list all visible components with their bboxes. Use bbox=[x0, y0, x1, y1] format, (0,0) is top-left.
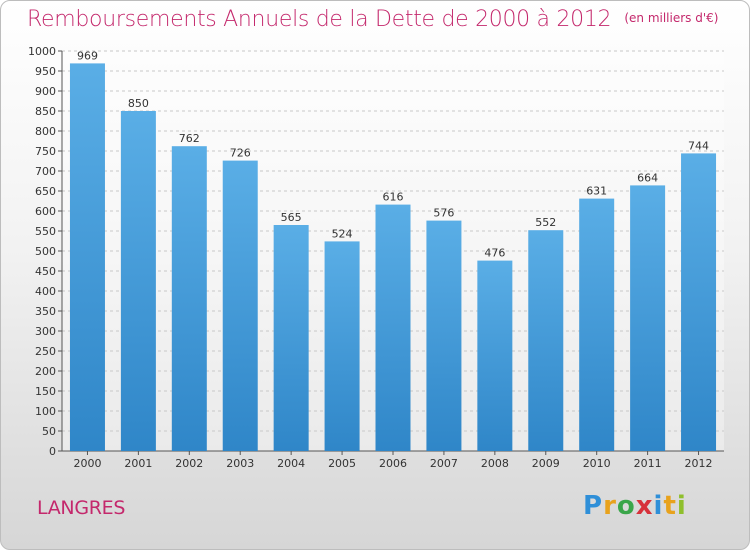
data-label: 850 bbox=[128, 97, 149, 110]
x-tick-label: 2012 bbox=[685, 457, 713, 470]
y-tick-label: 800 bbox=[35, 125, 56, 138]
y-tick-label: 500 bbox=[35, 245, 56, 258]
proxiti-logo: Proxiti bbox=[583, 491, 687, 521]
y-tick-label: 100 bbox=[35, 405, 56, 418]
y-tick-label: 850 bbox=[35, 105, 56, 118]
bar bbox=[528, 230, 564, 451]
data-label: 762 bbox=[179, 132, 200, 145]
bar bbox=[69, 63, 105, 452]
x-tick-label: 2000 bbox=[73, 457, 101, 470]
y-tick-label: 300 bbox=[35, 325, 56, 338]
chart-subtitle: (en milliers d'€) bbox=[624, 11, 719, 25]
logo-letter: r bbox=[603, 491, 617, 521]
x-tick-label: 2010 bbox=[583, 457, 611, 470]
y-tick-label: 450 bbox=[35, 265, 56, 278]
y-tick-label: 50 bbox=[42, 425, 56, 438]
y-tick-label: 1000 bbox=[28, 45, 56, 58]
y-tick-label: 400 bbox=[35, 285, 56, 298]
bar bbox=[579, 198, 615, 451]
x-tick-label: 2008 bbox=[481, 457, 509, 470]
logo-letter: P bbox=[583, 491, 604, 521]
y-tick-label: 550 bbox=[35, 225, 56, 238]
x-tick-label: 2002 bbox=[175, 457, 203, 470]
bar bbox=[273, 225, 309, 451]
x-tick-label: 2009 bbox=[532, 457, 560, 470]
logo-letter: x bbox=[635, 491, 654, 521]
bar bbox=[477, 260, 513, 451]
x-tick-label: 2001 bbox=[124, 457, 152, 470]
data-label: 744 bbox=[688, 139, 709, 152]
y-tick-label: 600 bbox=[35, 205, 56, 218]
bar bbox=[375, 204, 411, 451]
logo-letter: i bbox=[676, 491, 687, 521]
data-label: 524 bbox=[332, 227, 353, 240]
bar bbox=[120, 111, 156, 451]
data-label: 969 bbox=[77, 49, 98, 62]
x-tick-label: 2007 bbox=[430, 457, 458, 470]
chart-title-block: Remboursements Annuels de la Dette de 20… bbox=[27, 7, 718, 32]
bar bbox=[222, 160, 258, 451]
data-label: 552 bbox=[535, 216, 556, 229]
y-tick-label: 250 bbox=[35, 345, 56, 358]
y-tick-label: 900 bbox=[35, 85, 56, 98]
y-tick-label: 700 bbox=[35, 165, 56, 178]
data-label: 631 bbox=[586, 185, 607, 198]
bar bbox=[426, 220, 462, 451]
x-tick-label: 2011 bbox=[634, 457, 662, 470]
y-tick-label: 350 bbox=[35, 305, 56, 318]
y-tick-label: 0 bbox=[49, 445, 56, 458]
data-label: 726 bbox=[230, 147, 251, 160]
bar bbox=[324, 241, 360, 451]
logo-letter: i bbox=[653, 491, 664, 521]
y-tick-label: 950 bbox=[35, 65, 56, 78]
bar bbox=[171, 146, 207, 451]
x-tick-label: 2005 bbox=[328, 457, 356, 470]
logo-letter: t bbox=[663, 491, 677, 521]
data-label: 664 bbox=[637, 171, 658, 184]
y-tick-label: 200 bbox=[35, 365, 56, 378]
x-tick-label: 2003 bbox=[226, 457, 254, 470]
data-label: 476 bbox=[484, 247, 505, 260]
x-tick-label: 2004 bbox=[277, 457, 305, 470]
bar bbox=[681, 153, 717, 451]
bar bbox=[630, 185, 666, 451]
y-tick-label: 750 bbox=[35, 145, 56, 158]
chart-title: Remboursements Annuels de la Dette de 20… bbox=[27, 7, 612, 32]
logo-letter: o bbox=[616, 491, 636, 521]
city-name: LANGRES bbox=[37, 497, 126, 519]
data-label: 565 bbox=[281, 211, 302, 224]
data-label: 616 bbox=[383, 191, 404, 204]
y-tick-label: 150 bbox=[35, 385, 56, 398]
y-tick-label: 650 bbox=[35, 185, 56, 198]
x-tick-label: 2006 bbox=[379, 457, 407, 470]
data-label: 576 bbox=[433, 207, 454, 220]
